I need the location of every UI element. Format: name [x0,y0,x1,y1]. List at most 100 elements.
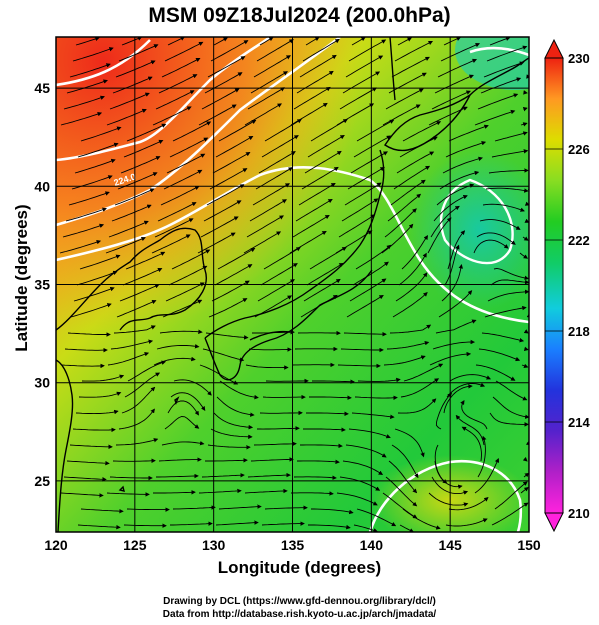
streamline [353,135,392,158]
streamline [307,135,345,158]
streamline [306,411,349,417]
streamline [74,158,116,174]
streamline [306,262,344,286]
streamline [445,518,488,527]
streamline [110,339,154,350]
streamline [397,398,437,414]
streamline [70,303,112,318]
streamline [308,524,351,530]
streamline [348,39,387,62]
streamline [431,476,469,495]
streamline [342,71,381,94]
streamline [121,37,143,46]
streamline [153,356,196,366]
streamline [523,346,529,352]
streamline [338,214,376,238]
streamline [258,151,296,174]
streamline [484,305,527,318]
streamline [304,150,342,174]
streamline [445,141,487,158]
streamline [166,153,206,174]
streamline [63,95,105,110]
streamline [339,87,378,110]
streamline [348,428,391,439]
streamline [118,44,159,62]
streamline [384,208,417,238]
streamline [123,523,167,528]
x-tick-label: 150 [517,537,541,553]
streamline [479,219,521,230]
streamline [303,278,341,302]
streamline [494,481,528,510]
streamline [403,363,444,382]
streamline [172,121,212,142]
streamline [345,444,387,458]
streamline [127,360,167,382]
streamline [297,459,340,465]
streamline [68,191,110,206]
streamline [72,47,114,62]
streamline [67,332,111,337]
streamline [121,386,156,414]
x-axis-label: Longitude (degrees) [217,558,382,577]
streamline [154,218,194,238]
streamline [495,380,528,401]
streamline [205,458,248,463]
streamline [448,124,489,142]
streamline [243,231,282,254]
plot-frame [55,36,530,533]
streamline [77,524,121,530]
streamline [399,524,415,532]
streamline [429,351,472,366]
streamline [216,396,255,417]
streamline [337,363,381,369]
streamline [336,492,378,506]
streamline [402,121,442,142]
streamline [356,119,395,142]
streamline [490,279,529,286]
streamline [66,79,108,94]
streamline [389,324,432,334]
streamline [212,152,251,174]
streamline [61,363,105,369]
streamline [474,457,500,494]
streamline [168,265,208,286]
coastlines [56,37,529,532]
streamline [290,491,334,496]
streamline [303,427,346,433]
streamline [388,460,418,494]
streamline [248,347,292,352]
streamline [493,267,529,281]
streamline [491,149,529,158]
x-tick-label: 130 [202,537,226,553]
streamline [105,236,146,254]
streamline [345,55,384,78]
streamline [435,319,477,334]
streamline [437,58,478,78]
y-axis-ticks: 25 30 35 40 45 [34,80,50,489]
streamline [109,92,150,110]
streamline [357,377,401,383]
streamline [397,37,412,46]
streamline [208,298,248,318]
streamline [520,486,529,494]
streamline [249,199,287,222]
streamline [77,142,119,158]
streamline [353,524,378,532]
x-axis-ticks: 120 125 130 135 140 145 150 [44,537,541,553]
streamline [354,395,398,400]
streamline [112,458,156,463]
streamline [263,247,301,270]
streamline [169,137,209,158]
streamline [213,37,228,46]
streamline [217,247,256,270]
streamline [449,374,492,382]
streamline [292,214,330,238]
streamline [59,239,102,254]
streamline [69,63,111,78]
streamline [343,331,387,337]
streamline [385,476,418,507]
streamline [201,472,245,478]
streamline [455,414,485,446]
streamline [245,364,289,370]
